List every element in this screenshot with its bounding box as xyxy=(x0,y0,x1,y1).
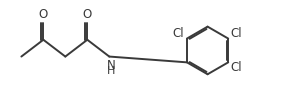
Text: O: O xyxy=(83,8,92,21)
Text: O: O xyxy=(39,8,48,21)
Text: Cl: Cl xyxy=(173,27,184,40)
Text: Cl: Cl xyxy=(231,27,242,40)
Text: N: N xyxy=(106,59,115,72)
Text: Cl: Cl xyxy=(231,61,242,74)
Text: H: H xyxy=(107,66,115,76)
